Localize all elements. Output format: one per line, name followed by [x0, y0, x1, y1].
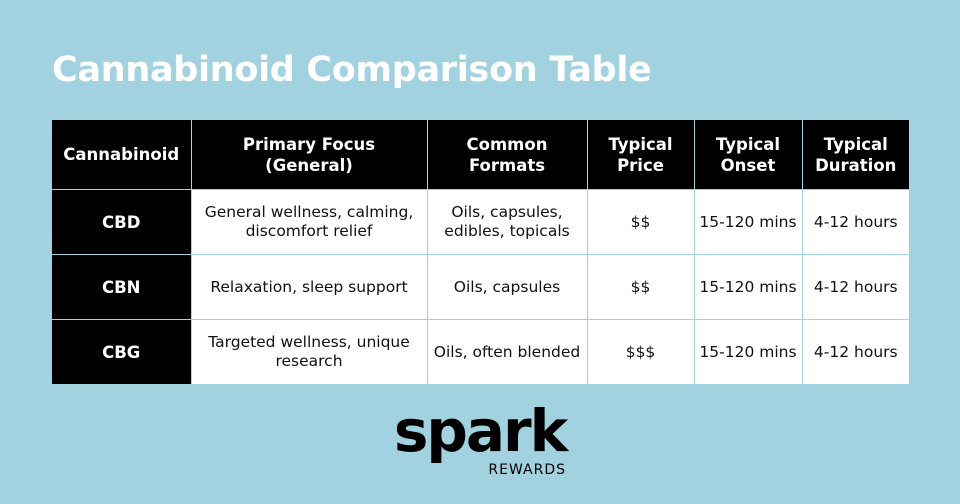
primary-focus-cell: Relaxation, sleep support	[191, 254, 428, 320]
common-formats-cell: Oils, capsules	[427, 254, 588, 320]
primary-focus-cell: General wellness, calming, discomfort re…	[191, 189, 428, 255]
header-primary-focus: Primary Focus (General)	[191, 120, 428, 190]
logo-subtitle: REWARDS	[488, 462, 566, 478]
header-typical-onset: Typical Onset	[694, 120, 803, 190]
comparison-table: Cannabinoid Primary Focus (General) Comm…	[52, 120, 909, 384]
header-typical-duration: Typical Duration	[802, 120, 909, 190]
table-header-row: Cannabinoid Primary Focus (General) Comm…	[52, 120, 909, 190]
cannabinoid-name: CBN	[52, 254, 192, 320]
page-title: Cannabinoid Comparison Table	[52, 50, 652, 90]
typical-onset-cell: 15-120 mins	[694, 189, 803, 255]
header-typical-price: Typical Price	[587, 120, 695, 190]
header-typical-price-label: Typical Price	[608, 134, 673, 175]
typical-onset-cell: 15-120 mins	[694, 319, 803, 384]
cannabinoid-name: CBG	[52, 319, 192, 384]
primary-focus-cell: Targeted wellness, unique research	[191, 319, 428, 384]
typical-price-cell: $$$	[587, 319, 695, 384]
typical-duration-cell: 4-12 hours	[802, 319, 909, 384]
table-row: CBG Targeted wellness, unique research O…	[52, 319, 909, 384]
typical-onset-cell: 15-120 mins	[694, 254, 803, 320]
common-formats-cell: Oils, capsules, edibles, topicals	[427, 189, 588, 255]
spark-rewards-logo: spark REWARDS	[390, 402, 570, 478]
typical-duration-cell: 4-12 hours	[802, 254, 909, 320]
header-primary-focus-label: Primary Focus (General)	[242, 134, 376, 175]
typical-price-cell: $$	[587, 254, 695, 320]
header-typical-duration-label: Typical Duration	[815, 134, 897, 175]
header-common-formats: Common Formats	[427, 120, 588, 190]
header-cannabinoid: Cannabinoid	[52, 120, 192, 190]
header-typical-onset-label: Typical Onset	[715, 134, 781, 175]
typical-duration-cell: 4-12 hours	[802, 189, 909, 255]
typical-price-cell: $$	[587, 189, 695, 255]
header-common-formats-label: Common Formats	[466, 134, 548, 175]
cannabinoid-name: CBD	[52, 189, 192, 255]
logo-wordmark: spark	[393, 397, 568, 465]
common-formats-cell: Oils, often blended	[427, 319, 588, 384]
table-row: CBD General wellness, calming, discomfor…	[52, 189, 909, 255]
table-row: CBN Relaxation, sleep support Oils, caps…	[52, 254, 909, 320]
